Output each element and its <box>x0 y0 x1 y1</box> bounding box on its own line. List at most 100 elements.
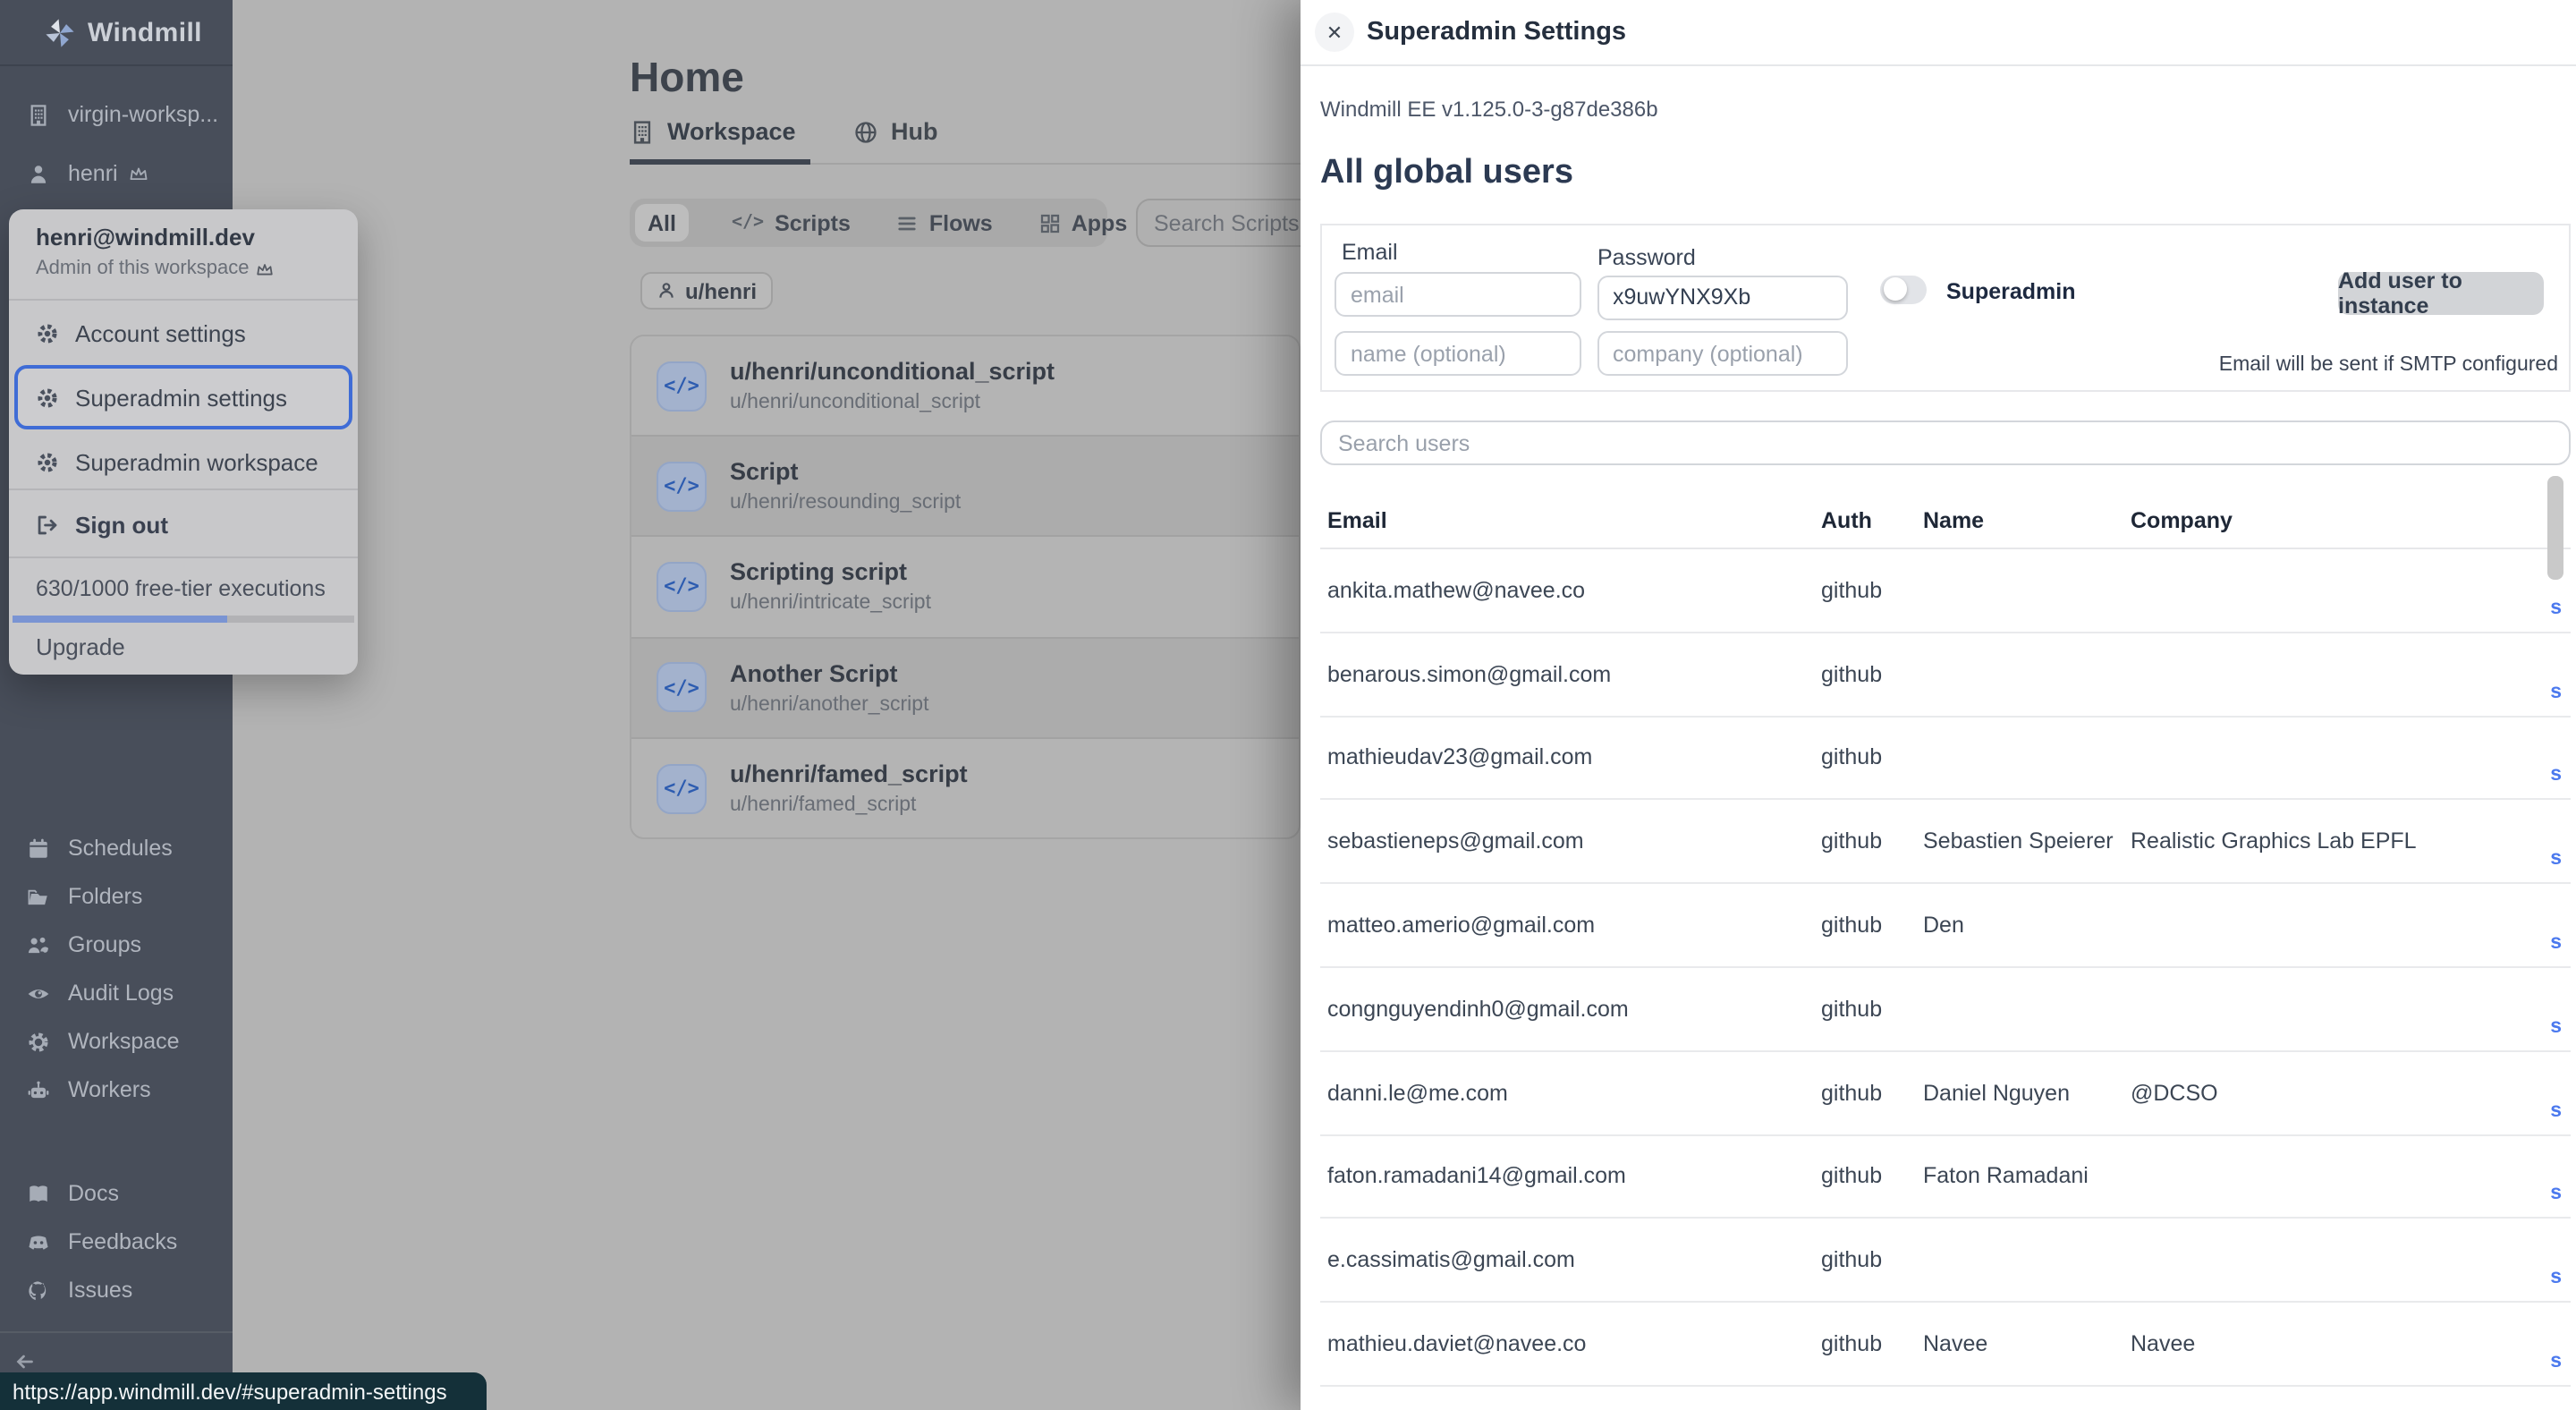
script-title: Scripting script <box>730 558 908 586</box>
drawer-title: Superadmin Settings <box>1367 18 1627 47</box>
col-header-company: Company <box>2131 507 2233 532</box>
add-user-button[interactable]: Add user to instance <box>2338 268 2544 319</box>
cell-auth: github <box>1821 661 1883 687</box>
cell-email: faton.ramadani14@gmail.com <box>1327 1163 1626 1189</box>
smtp-note: Email will be sent if SMTP configured <box>2218 354 2558 376</box>
sidebar-user-menu-trigger[interactable]: henri <box>0 150 233 197</box>
menu-label: Account settings <box>75 319 246 346</box>
password-field[interactable] <box>1597 275 1847 321</box>
sidebar-item-workspace-settings[interactable]: Workspace <box>0 1018 233 1065</box>
row-action-link[interactable]: s <box>2550 848 2562 871</box>
row-action-link[interactable]: s <box>2550 1267 2562 1289</box>
sidebar-label: Workspace <box>68 1029 180 1054</box>
logout-icon <box>36 513 59 536</box>
usage-progress-fill <box>13 616 228 622</box>
active-tab-underline <box>630 159 810 164</box>
sidebar-label: Schedules <box>68 836 173 861</box>
sidebar-item-audit-logs[interactable]: Audit Logs <box>0 970 233 1016</box>
sidebar-label: Groups <box>68 932 141 957</box>
menu-item-superadmin-settings[interactable]: Superadmin settings <box>9 374 358 420</box>
script-row[interactable]: </> Scripting script u/henri/intricate_s… <box>631 537 1299 639</box>
tab-workspace[interactable]: Workspace <box>630 118 796 145</box>
cell-auth: github <box>1821 996 1883 1022</box>
tab-hub[interactable]: Hub <box>853 118 938 145</box>
menu-divider <box>9 488 358 490</box>
menu-label: Sign out <box>75 511 168 538</box>
sidebar-label: Folders <box>68 884 143 909</box>
email-field[interactable] <box>1335 271 1581 318</box>
name-field[interactable] <box>1335 330 1581 377</box>
cell-email: sebastieneps@gmail.com <box>1327 828 1584 854</box>
row-action-link[interactable]: s <box>2550 764 2562 786</box>
users-table-header: Email Auth Name Company <box>1320 492 2571 549</box>
company-field[interactable] <box>1597 330 1847 377</box>
sidebar-item-groups[interactable]: Groups <box>0 922 233 968</box>
menu-item-account-settings[interactable]: Account settings <box>9 310 358 356</box>
row-action-link[interactable]: s <box>2550 931 2562 954</box>
sidebar-label: Workers <box>68 1077 151 1102</box>
windmill-logo-icon <box>45 17 75 47</box>
script-path: u/henri/intricate_script <box>730 592 931 615</box>
sidebar-item-feedbacks[interactable]: Feedbacks <box>0 1219 233 1265</box>
owner-filter-chip[interactable]: u/henri <box>640 272 774 310</box>
cell-email: e.cassimatis@gmail.com <box>1327 1247 1575 1273</box>
sidebar-item-issues[interactable]: Issues <box>0 1267 233 1313</box>
collapse-sidebar-icon[interactable] <box>14 1351 36 1372</box>
script-row[interactable]: </> u/henri/famed_script u/henri/famed_s… <box>631 738 1299 837</box>
cell-email: congnguyendinh0@gmail.com <box>1327 996 1629 1022</box>
script-row[interactable]: </> Script u/henri/resounding_script <box>631 437 1299 538</box>
sidebar-item-docs[interactable]: Docs <box>0 1170 233 1217</box>
crown-icon <box>256 260 274 276</box>
row-action-link[interactable]: s <box>2550 1350 2562 1372</box>
filter-apps[interactable]: Apps <box>1039 210 1128 235</box>
row-action-link[interactable]: s <box>2550 1015 2562 1038</box>
script-code-icon: </> <box>657 561 707 612</box>
scrollbar-thumb[interactable] <box>2547 476 2563 580</box>
usage-progress-bar <box>13 616 354 622</box>
sidebar-item-schedules[interactable]: Schedules <box>0 825 233 871</box>
menu-item-superadmin-workspace[interactable]: Superadmin workspace <box>9 438 358 485</box>
close-icon[interactable]: ✕ <box>1315 13 1354 52</box>
script-list: </> u/henri/unconditional_script u/henri… <box>630 335 1301 839</box>
script-title: Another Script <box>730 659 898 687</box>
password-label: Password <box>1597 245 1696 270</box>
menu-label: Superadmin settings <box>75 384 288 411</box>
search-users-input[interactable] <box>1320 420 2571 465</box>
person-icon <box>27 162 50 185</box>
sidebar-item-workers[interactable]: Workers <box>0 1066 233 1113</box>
filter-scripts[interactable]: </> Scripts <box>732 210 851 235</box>
script-row[interactable]: </> u/henri/unconditional_script u/henri… <box>631 336 1299 437</box>
row-action-link[interactable]: s <box>2550 597 2562 619</box>
menu-label: Superadmin workspace <box>75 448 318 475</box>
cell-company: Realistic Graphics Lab EPFL <box>2131 828 2417 854</box>
cell-auth: github <box>1821 1080 1883 1106</box>
script-code-icon: </> <box>657 763 707 814</box>
globe-icon <box>853 119 878 144</box>
table-row: faton.ramadani14@gmail.com github Faton … <box>1320 1135 2571 1219</box>
toggle-knob <box>1883 277 1906 301</box>
script-row[interactable]: </> Another Script u/henri/another_scrip… <box>631 638 1299 739</box>
cell-auth: github <box>1821 1331 1883 1357</box>
sidebar-item-folders[interactable]: Folders <box>0 873 233 920</box>
app-logo[interactable]: Windmill <box>0 0 233 66</box>
page-title: Home <box>630 54 744 101</box>
gear-icon <box>27 1030 50 1053</box>
sidebar-username: henri <box>68 161 118 186</box>
sidebar-workspace-selector[interactable]: virgin-worksp... <box>0 91 233 138</box>
superadmin-toggle[interactable] <box>1880 275 1927 303</box>
filter-all[interactable]: All <box>635 204 689 242</box>
cell-auth: github <box>1821 1163 1883 1189</box>
cell-company: Navee <box>2131 1331 2196 1357</box>
filter-label: Apps <box>1071 210 1128 235</box>
filter-flows[interactable]: Flows <box>897 210 993 235</box>
row-action-link[interactable]: s <box>2550 681 2562 703</box>
script-code-icon: </> <box>657 662 707 713</box>
menu-item-sign-out[interactable]: Sign out <box>9 501 358 548</box>
cell-company: @DCSO <box>2131 1080 2218 1106</box>
sidebar-label: Docs <box>68 1181 119 1206</box>
menu-item-upgrade[interactable]: Upgrade <box>36 633 125 660</box>
row-action-link[interactable]: s <box>2550 1100 2562 1122</box>
logo-text: Windmill <box>88 17 202 47</box>
row-action-link[interactable]: s <box>2550 1183 2562 1205</box>
